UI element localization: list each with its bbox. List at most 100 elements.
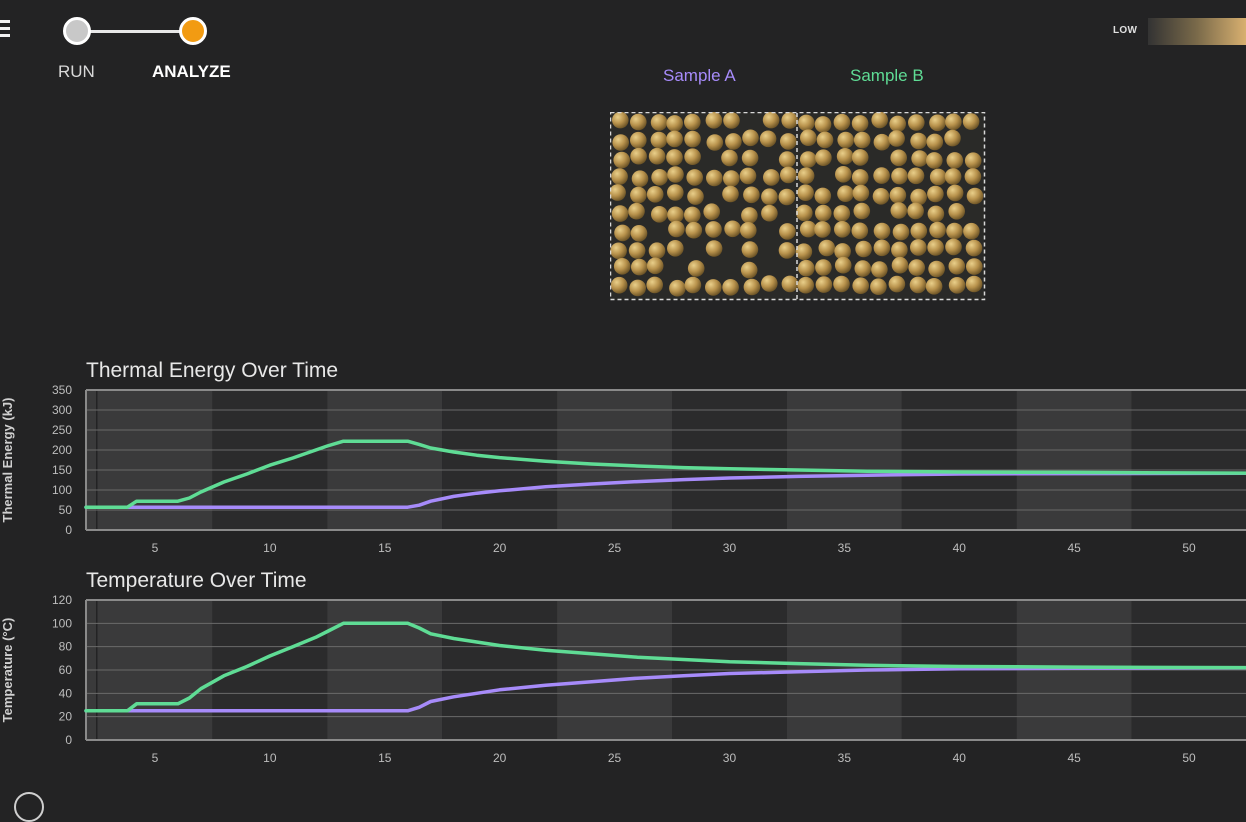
particle <box>742 129 759 147</box>
x-tick-label: 20 <box>493 751 507 765</box>
particle <box>740 222 757 239</box>
chart-band <box>786 390 902 530</box>
particle <box>925 278 943 295</box>
particle <box>666 149 683 166</box>
particle <box>944 168 962 185</box>
particle <box>685 221 703 239</box>
particle <box>891 167 908 185</box>
series-line-sample-b <box>84 621 1246 713</box>
x-tick-label: 15 <box>378 751 392 765</box>
particle <box>739 167 757 185</box>
particle <box>851 149 869 166</box>
x-tick-label: 45 <box>1067 541 1081 555</box>
particle <box>610 184 626 201</box>
particle <box>723 112 740 129</box>
chart-band <box>212 390 328 530</box>
particle <box>837 185 854 202</box>
particle <box>795 243 813 260</box>
particle <box>684 148 701 165</box>
particle <box>646 186 664 203</box>
y-tick-label: 350 <box>52 383 72 397</box>
x-tick-label: 45 <box>1067 751 1081 765</box>
energy-color-scale <box>1148 18 1246 45</box>
particle <box>762 112 780 129</box>
y-tick-label: 150 <box>52 463 72 477</box>
particle <box>870 278 887 295</box>
particle <box>837 131 854 149</box>
particle <box>964 168 982 185</box>
chart-left-shade <box>86 390 96 530</box>
particle <box>646 276 663 294</box>
particle <box>610 242 627 260</box>
series-line-sample-b <box>84 439 1246 509</box>
particle-simulation <box>610 112 986 301</box>
particle <box>703 203 720 220</box>
step-analyze-dot[interactable] <box>179 17 207 45</box>
x-tick-label: 40 <box>953 541 967 555</box>
x-tick-label: 50 <box>1182 751 1196 765</box>
particle <box>611 205 629 222</box>
particle <box>927 205 945 223</box>
particle <box>630 113 647 131</box>
particle <box>780 166 797 184</box>
particle <box>631 258 648 276</box>
particle <box>705 240 723 257</box>
particle <box>650 131 668 149</box>
particle <box>667 206 684 224</box>
step-analyze-label[interactable]: ANALYZE <box>152 62 231 81</box>
particle <box>946 184 964 202</box>
particle <box>818 239 836 257</box>
particle <box>763 169 780 186</box>
particle <box>668 220 685 238</box>
step-run-label[interactable]: RUN <box>58 62 95 81</box>
particle <box>948 203 965 220</box>
particle <box>705 221 722 238</box>
particle <box>646 257 664 275</box>
hamburger-menu-icon[interactable] <box>0 20 10 40</box>
particle <box>705 279 722 296</box>
particle <box>929 221 946 239</box>
particle <box>908 259 925 276</box>
legend-low-label: LOW <box>1113 25 1138 36</box>
particle <box>852 184 870 202</box>
particle <box>613 151 630 169</box>
particle <box>910 132 927 150</box>
particle <box>855 240 872 258</box>
particle <box>834 256 852 274</box>
particle <box>927 185 944 203</box>
particle <box>928 260 945 278</box>
x-tick-label: 20 <box>493 541 507 555</box>
particle <box>797 184 814 201</box>
particle <box>648 147 666 165</box>
particle <box>907 202 924 220</box>
sample-b-label: Sample B <box>850 66 924 85</box>
particle <box>892 223 910 241</box>
stepper-connector <box>78 30 194 33</box>
particle <box>871 261 888 278</box>
x-tick-label: 50 <box>1182 541 1196 555</box>
particle <box>815 204 832 222</box>
thermal-energy-chart: 0 50 100 150 200 250 300 350 5 10 15 20 25 30 35 40 45 50… <box>0 383 1246 555</box>
particle <box>667 166 684 183</box>
info-circle-icon[interactable] <box>14 792 44 822</box>
particle <box>966 187 984 205</box>
step-run-dot[interactable] <box>63 17 91 45</box>
y-tick-label: 80 <box>59 640 73 654</box>
particle <box>815 259 832 276</box>
particle <box>814 187 832 205</box>
particle <box>965 275 983 293</box>
particle <box>833 205 851 222</box>
particle <box>873 239 891 257</box>
particle <box>964 152 982 169</box>
particle <box>669 279 686 297</box>
y-tick-label: 50 <box>59 503 73 517</box>
particle <box>724 220 741 238</box>
particle <box>927 239 944 256</box>
particle <box>815 149 832 166</box>
chart-band <box>901 390 1017 530</box>
particle <box>798 259 815 277</box>
particle <box>945 113 962 131</box>
particle <box>800 129 817 146</box>
particle <box>965 239 983 257</box>
x-tick-label: 5 <box>152 541 159 555</box>
